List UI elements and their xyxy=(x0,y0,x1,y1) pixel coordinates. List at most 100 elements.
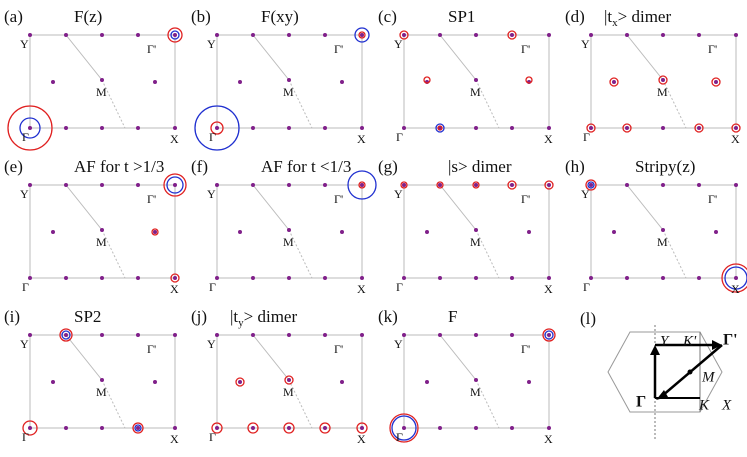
point-label: M xyxy=(470,385,481,399)
lattice-dot xyxy=(661,33,665,37)
point-label: Γ' xyxy=(334,42,343,56)
point-label: M xyxy=(657,85,668,99)
lattice-dot xyxy=(625,183,629,187)
lattice-dot xyxy=(661,78,665,82)
point-label: Γ' xyxy=(521,42,530,56)
point-label: M xyxy=(96,85,107,99)
point-label: Γ xyxy=(209,280,216,294)
intensity-ring xyxy=(472,181,480,189)
lattice-dot xyxy=(51,230,55,234)
lattice-dot xyxy=(251,33,255,37)
intensity-ring xyxy=(356,422,368,434)
intensity-ring xyxy=(347,170,377,200)
lattice-dot xyxy=(402,126,406,130)
lattice-dot xyxy=(402,276,406,280)
lattice-dot xyxy=(661,276,665,280)
point-label: X xyxy=(731,132,740,146)
zone-line xyxy=(439,334,477,381)
zone-line xyxy=(662,79,687,129)
intensity-ring xyxy=(544,330,554,340)
intensity-ring xyxy=(525,76,533,84)
point-label: Γ' xyxy=(147,192,156,206)
panel: (g) |s> dimer Y Γ' M Γ X xyxy=(378,157,554,296)
lattice-dot xyxy=(64,426,68,430)
panel: (i) SP2 Y Γ' M Γ X xyxy=(4,307,179,446)
intensity-ring xyxy=(283,422,295,434)
intensity-ring xyxy=(235,377,245,387)
lattice-dot xyxy=(136,183,140,187)
lattice-dot xyxy=(661,126,665,130)
lattice-dot xyxy=(136,276,140,280)
lattice-dot xyxy=(714,80,718,84)
lattice-dot xyxy=(64,276,68,280)
lattice-dot xyxy=(527,380,531,384)
point-label: Γ xyxy=(636,394,646,411)
point-label: Y xyxy=(207,337,216,351)
point-label: Γ xyxy=(22,130,29,144)
point-label: M xyxy=(96,385,107,399)
lattice-dot xyxy=(734,33,738,37)
lattice-dot xyxy=(215,33,219,37)
lattice-dot xyxy=(474,276,478,280)
lattice-dot xyxy=(360,33,364,37)
lattice-dot xyxy=(215,333,219,337)
point-label: Γ' xyxy=(723,332,738,349)
lattice-dot xyxy=(323,126,327,130)
lattice-dot xyxy=(360,333,364,337)
lattice-dot xyxy=(360,183,364,187)
zone-line xyxy=(101,379,126,429)
point-label: Γ xyxy=(396,130,403,144)
lattice-dot xyxy=(474,33,478,37)
lattice-dot xyxy=(173,183,177,187)
intensity-ring xyxy=(585,179,597,191)
panel-title: Stripy(z) xyxy=(635,157,695,176)
title-text: F(z) xyxy=(74,7,102,26)
point-label: Y xyxy=(581,187,590,201)
intensity-ring xyxy=(586,123,596,133)
point-label: X xyxy=(544,132,553,146)
intensity-ring xyxy=(507,30,517,40)
lattice-dot xyxy=(547,333,551,337)
panel: (d) |tx> dimer Y Γ' M Γ X xyxy=(565,7,741,146)
point-label: K xyxy=(698,397,710,413)
point-label: Y xyxy=(20,187,29,201)
lattice-dot xyxy=(323,426,327,430)
point-label: Y xyxy=(581,37,590,51)
zone-line xyxy=(65,34,103,81)
zone-line xyxy=(439,34,477,81)
zone-line xyxy=(65,334,103,381)
point-label: X xyxy=(357,132,366,146)
intensity-ring xyxy=(284,375,294,385)
panel-title: |s> dimer xyxy=(448,157,512,176)
lattice-dot xyxy=(323,276,327,280)
lattice-dot xyxy=(625,33,629,37)
lattice-dot xyxy=(697,276,701,280)
title-text: SP2 xyxy=(74,307,101,326)
lattice-dot xyxy=(323,33,327,37)
lattice-dot xyxy=(28,33,32,37)
lattice-dot xyxy=(51,80,55,84)
zone-line xyxy=(475,229,500,279)
panel-label: (j) xyxy=(191,307,207,326)
lattice-dot xyxy=(173,33,177,37)
point-label: X xyxy=(544,282,553,296)
point-label: X xyxy=(544,432,553,446)
lattice-dot xyxy=(287,228,291,232)
point-label: Γ' xyxy=(708,42,717,56)
zone-line xyxy=(439,184,477,231)
point-label: M xyxy=(470,85,481,99)
lattice-dot xyxy=(438,426,442,430)
point-label: X xyxy=(170,432,179,446)
intensity-ring xyxy=(166,176,184,194)
lattice-dot xyxy=(510,126,514,130)
point-label: Γ xyxy=(583,280,590,294)
lattice-dot xyxy=(734,183,738,187)
lattice-dot xyxy=(547,426,551,430)
intensity-ring xyxy=(389,413,419,443)
point-label: Y xyxy=(394,37,403,51)
title-text: SP1 xyxy=(448,7,475,26)
lattice-dot xyxy=(510,33,514,37)
intensity-ring xyxy=(542,328,556,342)
lattice-dot xyxy=(547,33,551,37)
lattice-dot xyxy=(589,183,593,187)
